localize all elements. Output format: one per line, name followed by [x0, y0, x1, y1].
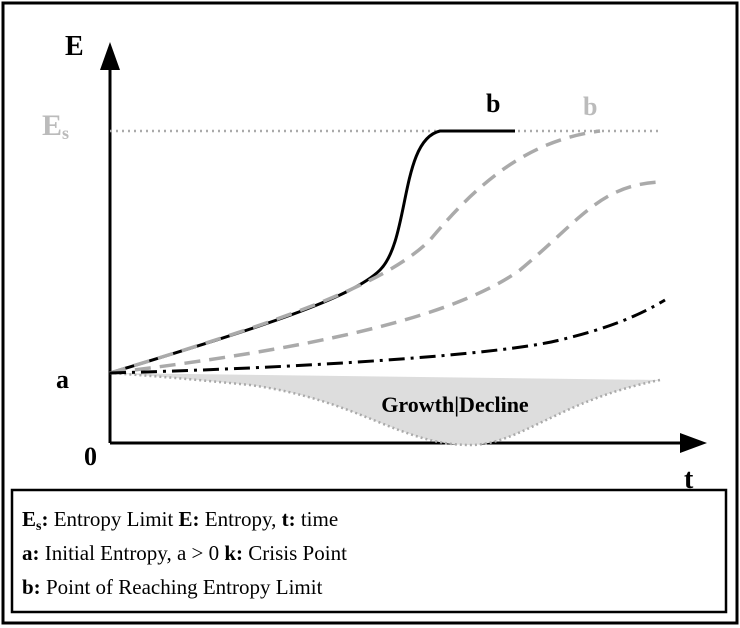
- curve-dashed: [109, 180, 661, 375]
- legend-segment: Initial Entropy, a > 0: [45, 541, 225, 565]
- curve-dashed: [109, 129, 601, 375]
- legend-line: Es: Entropy Limit E: Entropy, t: time: [22, 507, 338, 534]
- legend-segment: time: [301, 507, 338, 531]
- legend-segment: Crisis Point: [248, 541, 347, 565]
- limit-main: E: [42, 109, 62, 142]
- x-label: t: [684, 464, 694, 495]
- limit-sub: s: [62, 123, 69, 143]
- y-label: E: [65, 31, 84, 62]
- legend-segment: k:: [224, 541, 248, 565]
- curve-label: b: [583, 92, 597, 121]
- legend: Es: Entropy Limit E: Entropy, t: time a: …: [22, 507, 347, 599]
- region-label: Growth|Decline: [381, 392, 529, 417]
- x-arrow: [680, 433, 707, 453]
- legend-line: a: Initial Entropy, a > 0 k: Crisis Poin…: [22, 541, 347, 565]
- curve-solid: [109, 129, 515, 375]
- legend-segment: b:: [22, 575, 46, 599]
- legend-segment: E: [22, 507, 36, 531]
- legend-segment: s: [36, 519, 42, 534]
- legend-segment: t:: [282, 507, 301, 531]
- legend-box: [10, 488, 728, 614]
- curve-label: b: [486, 89, 500, 118]
- legend-segment: Entropy,: [205, 507, 282, 531]
- y-arrow: [100, 42, 120, 70]
- a-label: a: [56, 365, 69, 394]
- legend-segment: Entropy Limit: [54, 507, 179, 531]
- legend-segment: a:: [22, 541, 45, 565]
- origin-label: 0: [84, 442, 97, 471]
- legend-segment: :: [41, 507, 53, 531]
- region-edge: [109, 371, 661, 447]
- region: [110, 373, 660, 445]
- limit-label: Es: [42, 109, 69, 143]
- legend-segment: E:: [179, 507, 205, 531]
- legend-line: b: Point of Reaching Entropy Limit: [22, 575, 323, 599]
- curve-dashdot: [109, 298, 666, 375]
- legend-segment: Point of Reaching Entropy Limit: [46, 575, 323, 599]
